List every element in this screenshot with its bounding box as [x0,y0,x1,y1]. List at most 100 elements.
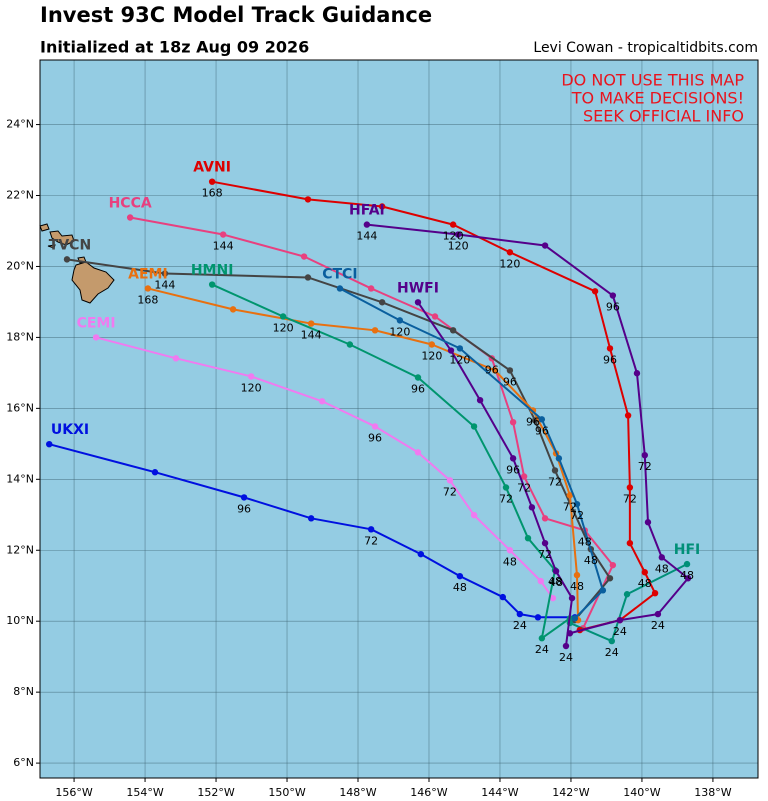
hour-label: 120 [499,257,520,270]
y-tick-label: 20°N [6,259,34,272]
track-point [300,253,308,260]
track-point [144,285,152,292]
track-point [449,327,457,334]
credit: Levi Cowan - tropicaltidbits.com [533,40,758,56]
track-point [509,455,517,462]
hour-label: 72 [517,481,531,494]
y-tick-label: 18°N [6,330,34,343]
ocean [40,60,758,778]
warning-text: DO NOT USE THIS MAP [561,71,744,90]
track-point [491,367,499,374]
track-point [623,591,631,598]
track-point [456,345,464,352]
track-point [626,484,634,491]
model-name: TVCN [49,237,91,253]
hour-label: 96 [503,375,517,388]
track-point [240,494,248,501]
y-tick-label: 22°N [6,189,34,202]
track-point [446,477,454,484]
hour-label: 72 [538,548,552,561]
hour-label: 96 [411,382,425,395]
track-point [414,374,422,381]
track-point [304,274,312,281]
y-tick-label: 16°N [6,401,34,414]
track-point [307,515,315,522]
track-line [339,287,604,620]
track-point [470,423,478,430]
hour-label: 168 [137,293,158,306]
hour-label: 48 [578,535,592,548]
hour-label: 48 [638,577,652,590]
model-name: CEMI [77,315,116,331]
x-tick-label: 148°W [339,786,376,799]
track-point [506,249,514,256]
track-point [644,519,652,526]
track-point [46,440,53,448]
hour-label: 72 [499,492,513,505]
track-point [651,589,659,597]
hour-label: 24 [651,619,665,632]
track-point [363,221,371,228]
track-point [447,347,455,354]
track-point [396,317,404,324]
track-point [247,373,255,380]
track-line [211,180,657,632]
hour-label: 24 [613,625,627,638]
model-name: HFI [674,542,701,558]
hour-label: 72 [563,500,577,513]
y-tick-label: 14°N [6,472,34,485]
model-name: HCCA [109,196,152,212]
model-name: HWFI [397,280,439,296]
x-tick-label: 140°W [623,786,660,799]
track-point [371,423,379,430]
track-point [499,593,507,601]
track-point [641,451,648,459]
hour-label: 48 [549,576,563,589]
track-point [509,418,517,426]
hour-label: 72 [638,460,652,473]
track-point [449,221,457,228]
track-point [616,616,624,624]
track-point [568,594,576,602]
x-tick-label: 152°W [197,786,234,799]
track-point [624,412,632,419]
track-point [524,534,532,542]
track-point [537,577,544,585]
hour-label: 72 [623,492,637,505]
track-point [378,203,386,210]
hour-label: 48 [548,575,562,588]
hour-label: 120 [449,353,470,366]
hour-label: 120 [241,381,262,394]
track-point [555,455,563,462]
track-point [520,473,528,480]
hour-label: 144 [154,279,175,292]
hour-label: 144 [356,230,377,243]
track-point [219,231,227,238]
track-point [428,341,436,348]
track-line [366,223,690,635]
track-point [538,416,546,423]
model-name: UKXI [51,422,89,438]
hour-label: 120 [273,321,294,334]
track-point [161,270,169,277]
track-line [129,216,614,629]
hour-label: 96 [485,363,499,376]
model-name: CTCI [322,266,357,282]
track-point [346,341,354,348]
track-point [684,575,692,582]
track-point [506,367,514,374]
track-point [307,320,315,327]
track-point [541,515,549,522]
y-tick-label: 12°N [6,543,34,556]
hour-label: 48 [655,562,669,575]
track-point [318,398,326,405]
hour-label: 48 [453,581,467,594]
track-point [454,231,462,238]
track-point [208,281,216,288]
hour-label: 144 [301,329,322,342]
track-point [172,355,180,362]
track-point [371,327,379,334]
track-point [566,492,574,499]
track-point [502,484,510,491]
